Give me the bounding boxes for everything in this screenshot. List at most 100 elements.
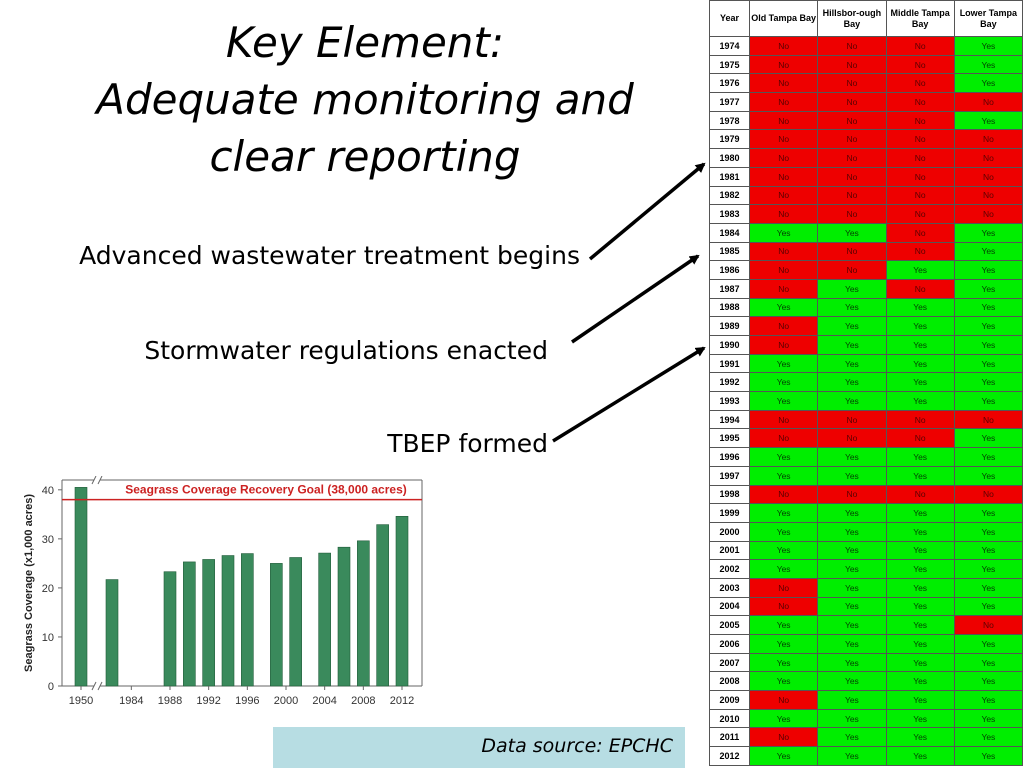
status-cell: Yes	[817, 316, 887, 336]
status-cell: No	[817, 484, 887, 505]
bar	[105, 579, 119, 687]
status-cell: No	[817, 409, 887, 430]
status-cell: Yes	[953, 316, 1024, 336]
status-cell: No	[817, 428, 887, 449]
status-cell: Yes	[748, 615, 819, 635]
table-row: 1982 No No No No	[709, 185, 1024, 206]
status-cell: Yes	[885, 297, 955, 318]
status-cell: Yes	[885, 634, 955, 654]
table-row: 1993 Yes Yes Yes Yes	[709, 391, 1024, 411]
year-cell: 1981	[709, 166, 750, 187]
status-cell: Yes	[953, 634, 1024, 654]
x-tick-label: 1992	[196, 695, 220, 707]
table-row: 2000 Yes Yes Yes Yes	[709, 521, 1024, 542]
status-cell: Yes	[885, 465, 955, 486]
bar	[395, 515, 409, 687]
table-row: 1979 No No No No	[709, 129, 1024, 150]
status-cell: No	[817, 129, 887, 150]
table-row: 2002 Yes Yes Yes Yes	[709, 559, 1024, 579]
header-bay: Old Tampa Bay	[748, 0, 819, 37]
status-cell: Yes	[817, 652, 887, 673]
status-cell: No	[817, 54, 887, 75]
bar	[183, 561, 196, 687]
x-tick-label: 1950	[69, 695, 93, 707]
status-cell: No	[953, 148, 1024, 168]
status-cell: Yes	[885, 503, 955, 523]
status-cell: Yes	[885, 316, 955, 336]
axis-break-mark	[91, 476, 97, 485]
table-row: 1992 Yes Yes Yes Yes	[709, 372, 1024, 393]
bar	[337, 546, 351, 687]
table-row: 2001 Yes Yes Yes Yes	[709, 540, 1024, 561]
x-tick-label: 2004	[312, 695, 336, 707]
status-cell: Yes	[953, 652, 1024, 673]
status-cell: Yes	[885, 335, 955, 355]
status-cell: No	[817, 73, 887, 94]
status-cell: No	[748, 166, 819, 187]
x-tick-label: 1988	[158, 695, 182, 707]
status-cell: Yes	[885, 559, 955, 579]
axis-break-gap	[94, 476, 100, 484]
status-cell: No	[953, 185, 1024, 206]
bar	[74, 487, 88, 687]
status-cell: Yes	[748, 540, 819, 561]
y-tick-label: 30	[42, 534, 54, 546]
table-row: 1996 Yes Yes Yes Yes	[709, 447, 1024, 467]
status-cell: No	[748, 596, 819, 617]
status-cell: Yes	[885, 353, 955, 374]
year-cell: 2009	[709, 690, 750, 710]
year-cell: 2012	[709, 746, 750, 766]
status-cell: Yes	[885, 577, 955, 598]
status-cell: Yes	[885, 652, 955, 673]
year-cell: 1992	[709, 372, 750, 393]
status-cell: Yes	[748, 353, 819, 374]
axis-break-mark	[97, 681, 103, 691]
year-cell: 2008	[709, 671, 750, 692]
table-row: 1990 No Yes Yes Yes	[709, 335, 1024, 355]
year-cell: 1988	[709, 297, 750, 318]
status-cell: Yes	[953, 110, 1024, 131]
status-cell: No	[817, 204, 887, 224]
year-cell: 1985	[709, 241, 750, 262]
status-cell: No	[748, 241, 819, 262]
table-row: 1976 No No No Yes	[709, 73, 1024, 94]
table-row: 1978 No No No Yes	[709, 110, 1024, 131]
status-cell: Yes	[748, 671, 819, 692]
status-cell: Yes	[817, 391, 887, 411]
slide-title: Key Element: Adequate monitoring and cle…	[40, 14, 690, 185]
status-cell: Yes	[817, 447, 887, 467]
status-cell: No	[817, 110, 887, 131]
status-cell: Yes	[817, 503, 887, 523]
status-cell: Yes	[817, 335, 887, 355]
year-cell: 1979	[709, 129, 750, 150]
status-cell: Yes	[817, 615, 887, 635]
status-cell: No	[953, 615, 1024, 635]
year-cell: 1991	[709, 353, 750, 374]
status-cell: Yes	[953, 297, 1024, 318]
year-cell: 1994	[709, 409, 750, 430]
status-cell: Yes	[953, 241, 1024, 262]
year-cell: 1995	[709, 428, 750, 449]
status-cell: No	[748, 577, 819, 598]
y-axis-label: Seagrass Coverage (x1,000 acres)	[23, 494, 35, 672]
data-source-text: Data source: EPCHC	[481, 735, 673, 757]
year-cell: 1990	[709, 335, 750, 355]
status-cell: Yes	[885, 671, 955, 692]
x-tick-label: 2000	[274, 695, 298, 707]
status-cell: No	[953, 166, 1024, 187]
table-header-row: Year Old Tampa Bay Hillsbor-ough Bay Middle…	[709, 0, 1024, 37]
status-cell: No	[748, 335, 819, 355]
table-row: 1984 Yes Yes No Yes	[709, 222, 1024, 243]
status-cell: Yes	[885, 596, 955, 617]
status-cell: Yes	[953, 54, 1024, 75]
status-cell: Yes	[885, 746, 955, 766]
status-cell: Yes	[953, 335, 1024, 355]
status-cell: Yes	[953, 465, 1024, 486]
status-cell: Yes	[748, 559, 819, 579]
status-cell: Yes	[953, 278, 1024, 299]
year-cell: 1984	[709, 222, 750, 243]
status-cell: Yes	[817, 596, 887, 617]
status-cell: No	[885, 484, 955, 505]
status-cell: No	[748, 92, 819, 112]
status-cell: Yes	[748, 372, 819, 393]
